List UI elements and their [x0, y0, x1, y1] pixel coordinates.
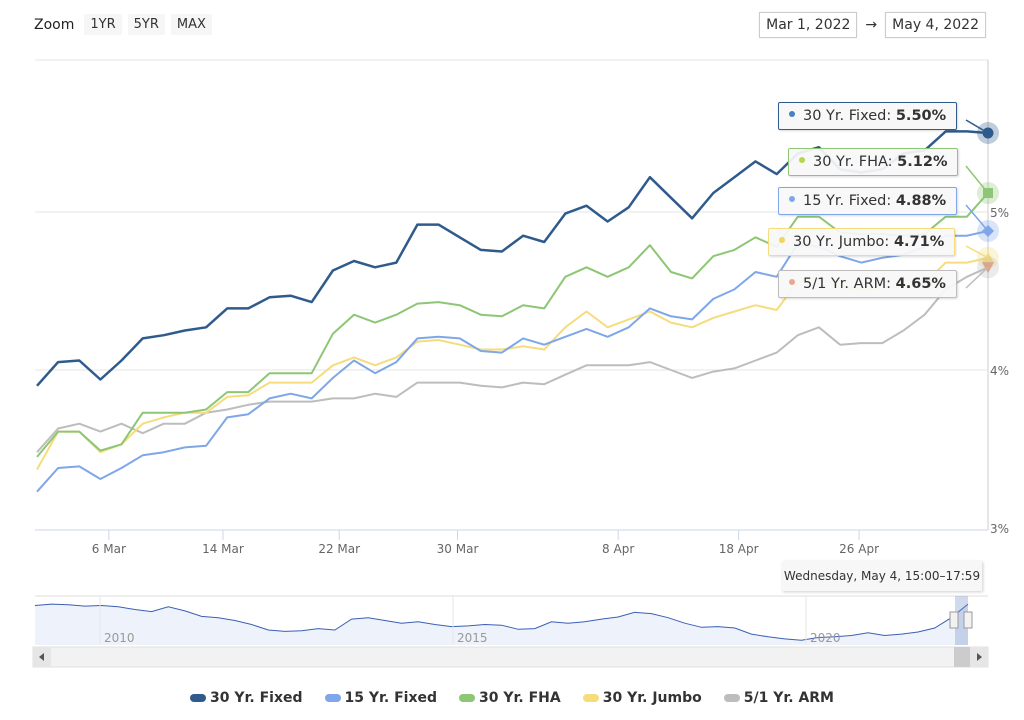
tooltip-connector: [965, 204, 989, 232]
tooltip-label: 30 Yr. FHA:: [813, 154, 898, 170]
tooltip-connector: [965, 245, 989, 259]
x-axis: 6 Mar 14 Mar 22 Mar 30 Mar 8 Apr 18 Apr 26 Apr: [92, 530, 879, 556]
tooltip-item: 30 Yr. Jumbo: 4.71%: [768, 228, 956, 256]
x-tick-label: 6 Mar: [92, 542, 126, 556]
tooltip-label: 30 Yr. Fixed:: [803, 108, 896, 124]
legend-label: 30 Yr. Jumbo: [602, 690, 702, 706]
tooltip-label: 5/1 Yr. ARM:: [803, 276, 896, 292]
arrow-left-icon: [39, 653, 44, 661]
legend-item[interactable]: 30 Yr. Jumbo: [582, 690, 702, 706]
tooltip-label: 15 Yr. Fixed:: [803, 193, 896, 209]
legend-item[interactable]: 30 Yr. Fixed: [189, 690, 303, 706]
navigator-year-label: 2010: [104, 631, 135, 645]
tooltip-item: 5/1 Yr. ARM: 4.65%: [778, 270, 957, 298]
zoom-5yr-button[interactable]: 5YR: [127, 14, 165, 35]
x-tick-label: 22 Mar: [318, 542, 360, 556]
tooltip-value: 5.50%: [895, 108, 947, 124]
navigator[interactable]: 2010 2015 2020: [32, 595, 989, 668]
series-dot-icon: [789, 279, 795, 285]
y-tick-label: 3%: [990, 522, 1009, 536]
zoom-label: Zoom: [34, 16, 75, 33]
y-tick-label: 4%: [990, 364, 1009, 378]
zoom-controls: Zoom 1YR 5YR MAX: [34, 14, 212, 35]
y-axis: 3% 4% 5%: [990, 206, 1009, 536]
series-line-5-1-yr-arm[interactable]: [36, 266, 989, 453]
legend-swatch-icon: [324, 694, 341, 702]
legend-label: 15 Yr. Fixed: [344, 690, 438, 706]
zoom-1yr-button[interactable]: 1YR: [84, 14, 122, 35]
tooltip-connector: [965, 119, 989, 134]
series-line-30-yr-fha[interactable]: [36, 192, 989, 458]
scrollbar-thumb[interactable]: [954, 647, 970, 667]
navigator-handle-right[interactable]: [963, 611, 973, 629]
range-arrow-icon: →: [865, 17, 878, 33]
tooltip-connector: [965, 165, 989, 194]
legend-label: 30 Yr. Fixed: [209, 690, 303, 706]
tooltip-value: 4.88%: [895, 193, 947, 209]
legend-swatch-icon: [459, 694, 476, 702]
tooltip-label: 30 Yr. Jumbo:: [793, 234, 894, 250]
x-tick-label: 14 Mar: [202, 542, 244, 556]
tooltip-value: 4.65%: [895, 276, 946, 292]
navigator-line: [34, 603, 969, 641]
navigator-year-label: 2020: [810, 631, 841, 645]
tooltip-item: 15 Yr. Fixed: 4.88%: [778, 187, 958, 215]
series-dot-icon: [789, 111, 795, 117]
legend: 30 Yr. Fixed 15 Yr. Fixed 30 Yr. FHA 30 Yr.…: [0, 690, 1024, 706]
navigator-handle-left[interactable]: [949, 611, 959, 629]
tooltip-value: 4.71%: [893, 234, 945, 250]
x-tick-label: 18 Apr: [719, 542, 759, 556]
arrow-right-icon: [977, 653, 982, 661]
legend-label: 30 Yr. FHA: [479, 690, 561, 706]
series-dot-icon: [789, 196, 795, 202]
tooltip-item: 30 Yr. FHA: 5.12%: [788, 148, 959, 176]
legend-swatch-icon: [189, 694, 206, 702]
navigator-selection[interactable]: [955, 596, 968, 645]
legend-item[interactable]: 5/1 Yr. ARM: [723, 690, 834, 706]
date-range: Mar 1, 2022 → May 4, 2022: [759, 12, 986, 38]
series-dot-icon: [779, 237, 785, 243]
x-tick-label: 8 Apr: [602, 542, 634, 556]
y-tick-label: 5%: [990, 206, 1009, 220]
range-to-input[interactable]: May 4, 2022: [885, 12, 986, 38]
tooltip-date: Wednesday, May 4, 15:00–17:59: [782, 561, 982, 591]
scrollbar-track[interactable]: [32, 646, 989, 668]
x-tick-label: 26 Apr: [839, 542, 879, 556]
legend-swatch-icon: [723, 694, 740, 702]
tooltip-connector: [965, 266, 989, 289]
navigator-area: [35, 604, 968, 645]
tooltip-item: 30 Yr. Fixed: 5.50%: [778, 102, 958, 130]
x-tick-label: 30 Mar: [437, 542, 479, 556]
legend-item[interactable]: 15 Yr. Fixed: [324, 690, 438, 706]
zoom-max-button[interactable]: MAX: [170, 14, 212, 35]
navigator-year-label: 2015: [457, 631, 488, 645]
legend-label: 5/1 Yr. ARM: [743, 690, 834, 706]
tooltip-value: 5.12%: [897, 154, 948, 170]
series-dot-icon: [799, 157, 805, 163]
legend-item[interactable]: 30 Yr. FHA: [459, 690, 561, 706]
range-from-input[interactable]: Mar 1, 2022: [759, 12, 858, 38]
legend-swatch-icon: [582, 694, 599, 702]
